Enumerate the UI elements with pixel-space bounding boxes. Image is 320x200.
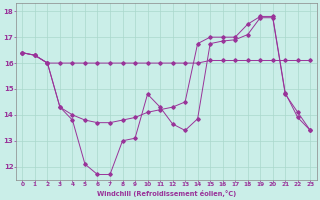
X-axis label: Windchill (Refroidissement éolien,°C): Windchill (Refroidissement éolien,°C) [97, 190, 236, 197]
